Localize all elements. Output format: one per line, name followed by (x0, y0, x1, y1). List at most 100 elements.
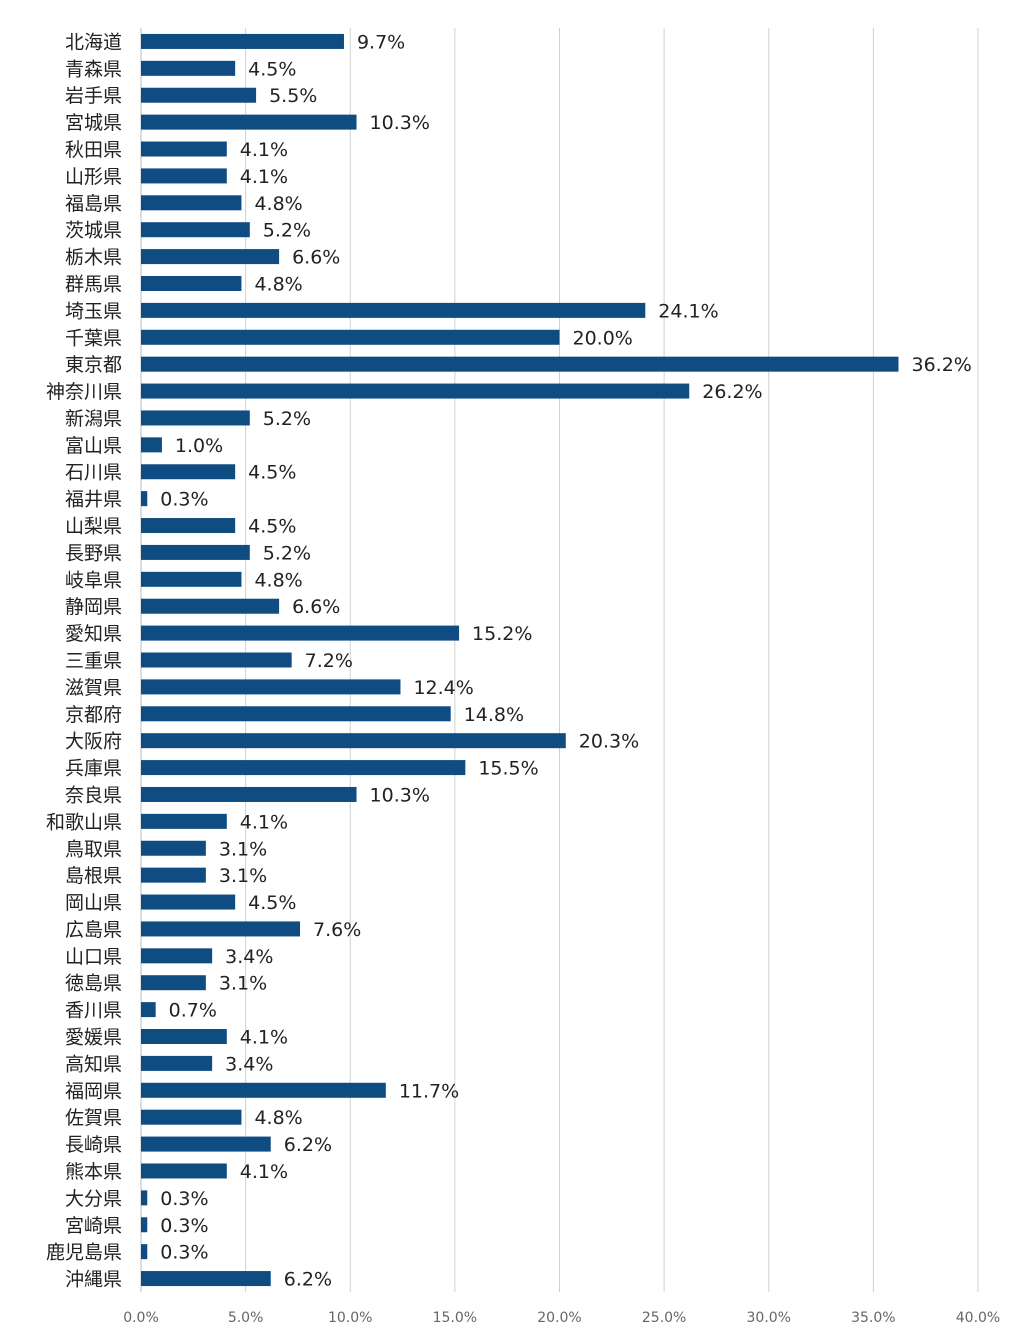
x-tick-label: 15.0% (433, 1310, 477, 1326)
value-label: 9.7% (357, 31, 405, 53)
category-label: 福井県 (65, 489, 122, 511)
category-label: 沖縄県 (65, 1269, 122, 1291)
x-tick-label: 5.0% (228, 1310, 264, 1326)
category-label: 茨城県 (65, 220, 122, 242)
bar (141, 571, 242, 587)
category-label: 徳島県 (65, 973, 122, 995)
value-label: 6.2% (284, 1134, 332, 1156)
value-label: 4.1% (240, 811, 288, 833)
bar (141, 840, 206, 856)
value-label: 4.8% (254, 273, 302, 295)
category-label: 山口県 (65, 946, 122, 968)
category-label: 愛知県 (65, 623, 122, 645)
category-label: 三重県 (65, 650, 122, 672)
category-label: 大分県 (65, 1188, 122, 1210)
bar (141, 1082, 386, 1098)
value-label: 20.3% (579, 731, 639, 753)
x-tick-label: 30.0% (747, 1310, 791, 1326)
category-label: 群馬県 (65, 273, 122, 295)
category-label: 長野県 (65, 542, 122, 564)
bar (141, 975, 206, 991)
value-label: 6.6% (292, 247, 340, 269)
category-label: 神奈川県 (46, 381, 122, 403)
category-label: 島根県 (65, 865, 122, 887)
value-label: 4.8% (254, 193, 302, 215)
category-label: 山形県 (65, 166, 122, 188)
value-label: 5.2% (263, 542, 311, 564)
category-label: 京都府 (65, 704, 122, 726)
value-label: 3.1% (219, 838, 267, 860)
category-label: 岡山県 (65, 892, 122, 914)
bar (141, 249, 280, 265)
bar (141, 141, 227, 157)
bar (141, 706, 451, 722)
category-label: 宮崎県 (65, 1215, 122, 1237)
value-label: 1.0% (175, 435, 223, 457)
value-labels: 9.7% 4.5% 5.5% 10.3% 4.1% 4.1% 4.8% 5.2% 6.6% 4.8… (160, 31, 972, 1290)
bar (141, 679, 401, 695)
value-label: 0.3% (160, 1215, 208, 1237)
bar (141, 1109, 242, 1125)
bar (141, 222, 250, 238)
category-label: 富山県 (65, 435, 122, 457)
category-label: 埼玉県 (65, 300, 122, 322)
bar (141, 275, 242, 291)
bar (141, 329, 560, 345)
x-tick-label: 0.0% (123, 1310, 159, 1326)
bar (141, 302, 646, 318)
bar (141, 491, 148, 507)
category-label: 栃木県 (65, 247, 122, 269)
category-label: 石川県 (65, 462, 122, 484)
value-label: 5.2% (263, 220, 311, 242)
value-label: 5.2% (263, 408, 311, 430)
category-label: 香川県 (65, 1000, 122, 1022)
value-label: 4.1% (240, 1027, 288, 1049)
bar (141, 894, 236, 910)
bar (141, 598, 280, 614)
value-label: 12.4% (413, 677, 473, 699)
value-label: 4.5% (248, 892, 296, 914)
category-label: 奈良県 (65, 784, 122, 806)
value-label: 0.3% (160, 489, 208, 511)
value-label: 36.2% (911, 354, 971, 376)
value-label: 6.2% (284, 1269, 332, 1291)
bar (141, 33, 344, 49)
bar (141, 60, 236, 76)
bar (141, 1244, 148, 1260)
category-label: 宮城県 (65, 112, 122, 134)
category-label: 長崎県 (65, 1134, 122, 1156)
value-label: 7.6% (313, 919, 361, 941)
value-label: 10.3% (370, 784, 430, 806)
value-label: 5.5% (269, 85, 317, 107)
bar (141, 437, 162, 453)
category-label: 鳥取県 (65, 838, 122, 860)
bar (141, 356, 899, 372)
x-axis-ticks: 0.0% 5.0% 10.0% 15.0% 20.0% 25.0% 30.0% 35.0% 40… (123, 1310, 1000, 1326)
bar (141, 114, 357, 130)
bar (141, 948, 213, 964)
value-label: 0.7% (169, 1000, 217, 1022)
category-label: 兵庫県 (65, 758, 122, 780)
value-label: 6.6% (292, 596, 340, 618)
bar (141, 921, 301, 937)
value-label: 15.5% (478, 758, 538, 780)
value-label: 4.1% (240, 1161, 288, 1183)
bar (141, 168, 227, 184)
bar (141, 786, 357, 802)
value-label: 7.2% (305, 650, 353, 672)
bar (141, 1136, 271, 1152)
bar (141, 544, 250, 560)
value-label: 4.1% (240, 166, 288, 188)
category-label: 佐賀県 (65, 1107, 122, 1129)
value-label: 0.3% (160, 1242, 208, 1264)
bar (141, 652, 292, 668)
bar (141, 1163, 227, 1179)
bar (141, 1190, 148, 1206)
category-label: 静岡県 (65, 596, 122, 618)
value-label: 0.3% (160, 1188, 208, 1210)
bar (141, 625, 460, 641)
value-label: 10.3% (370, 112, 430, 134)
bar (141, 518, 236, 534)
value-label: 4.8% (254, 569, 302, 591)
value-label: 3.4% (225, 1053, 273, 1075)
